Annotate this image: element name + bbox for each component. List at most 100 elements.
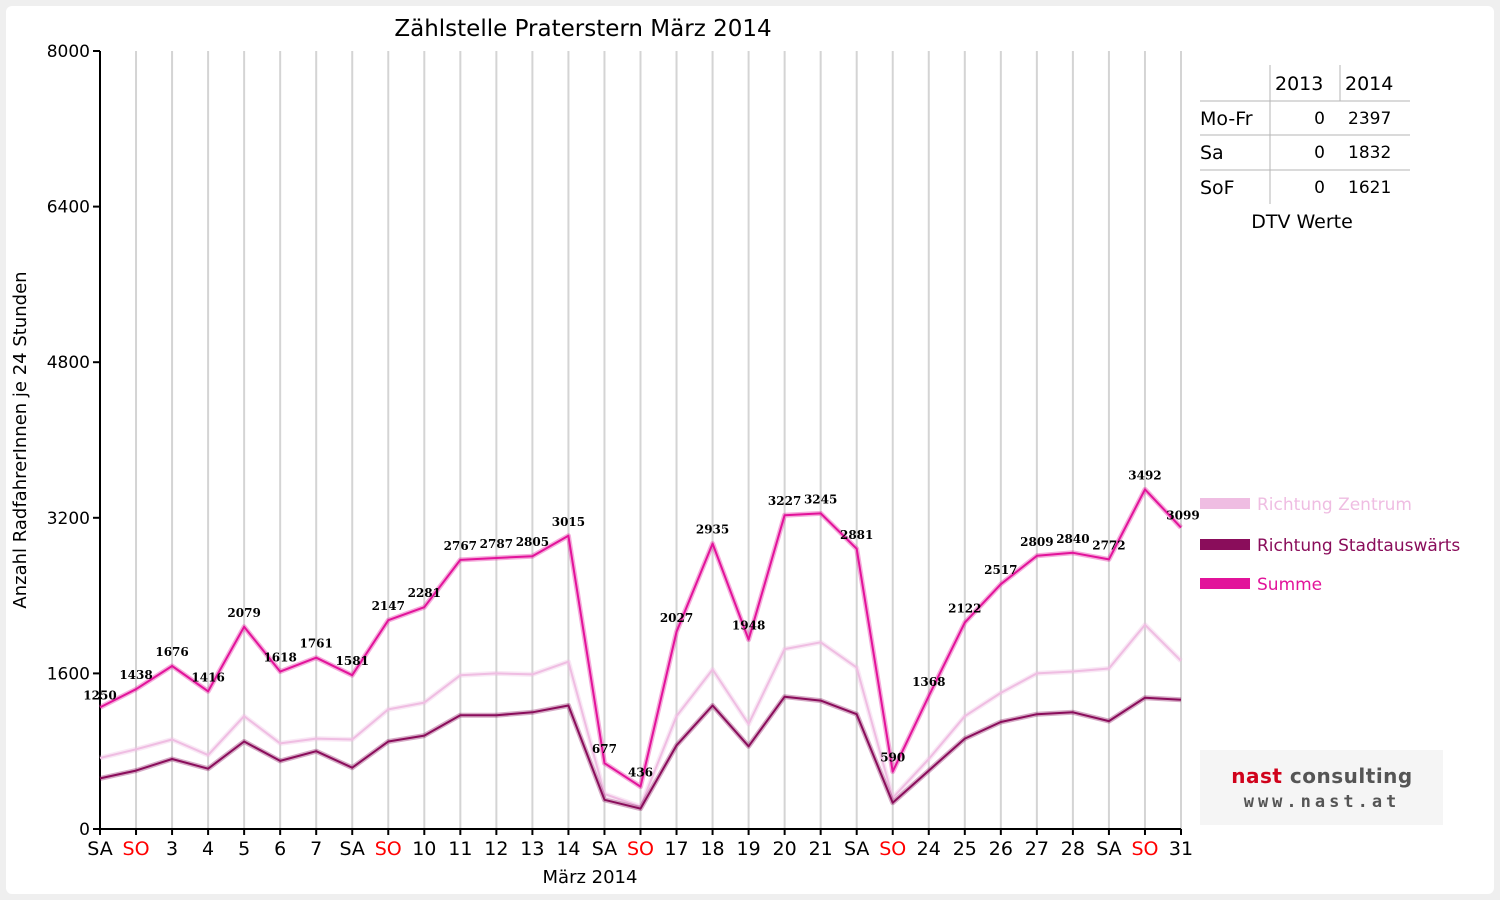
legend-swatch bbox=[1200, 578, 1250, 589]
x-tick-label: SA bbox=[844, 838, 869, 860]
data-label: 2935 bbox=[696, 523, 729, 537]
table-cell-2013: 0 bbox=[1314, 143, 1325, 163]
x-tick-label: 28 bbox=[1061, 838, 1085, 860]
data-label: 3099 bbox=[1166, 509, 1199, 523]
data-label: 2147 bbox=[372, 599, 405, 613]
table-row-label: SoF bbox=[1200, 177, 1235, 199]
x-tick-label: SA bbox=[87, 838, 112, 860]
data-label: 1618 bbox=[263, 651, 296, 665]
data-label: 2122 bbox=[948, 602, 981, 616]
x-tick-label: 25 bbox=[953, 838, 977, 860]
x-tick-label: 14 bbox=[556, 838, 580, 860]
chart-title: Zählstelle Praterstern März 2014 bbox=[394, 16, 771, 42]
y-tick-label: 4800 bbox=[47, 353, 90, 373]
axes: 0 1600 3200 4800 6400 8000 SA SO 3 4 5 6 7 SA SO 10 11 12… bbox=[47, 42, 1193, 860]
logo-wordmark: nast consulting bbox=[1212, 764, 1432, 788]
x-tick-label: SA bbox=[340, 838, 365, 860]
series-line-summe bbox=[99, 488, 1182, 788]
x-tick-label: SO bbox=[879, 838, 906, 860]
legend-swatch bbox=[1200, 498, 1250, 509]
x-tick-label: 21 bbox=[809, 838, 833, 860]
dtv-table: 2013 2014 Mo-Fr 0 2397 Sa 0 1832 SoF 0 1621 DTV Wer… bbox=[1200, 65, 1410, 233]
legend-label: Richtung Stadtauswärts bbox=[1257, 536, 1460, 556]
data-label: 590 bbox=[880, 751, 905, 765]
data-label: 2881 bbox=[840, 528, 873, 542]
data-label: 677 bbox=[592, 742, 617, 756]
data-label: 1948 bbox=[732, 619, 765, 633]
x-tick-label: 24 bbox=[917, 838, 941, 860]
data-label: 3492 bbox=[1128, 468, 1161, 482]
x-tick-label: 11 bbox=[448, 838, 472, 860]
table-cell-2014: 2397 bbox=[1348, 109, 1391, 129]
data-label: 2027 bbox=[660, 611, 693, 625]
data-label: 1416 bbox=[191, 670, 224, 684]
y-tick-label: 6400 bbox=[47, 198, 90, 218]
table-cell-2013: 0 bbox=[1314, 109, 1325, 129]
data-label: 436 bbox=[628, 766, 653, 780]
x-tick-label: SA bbox=[592, 838, 617, 860]
data-label: 3227 bbox=[768, 494, 801, 508]
legend-swatch bbox=[1200, 539, 1250, 550]
x-tick-label: 20 bbox=[773, 838, 797, 860]
data-label: 1676 bbox=[155, 645, 188, 659]
logo-brand-accent: nast bbox=[1231, 764, 1283, 788]
table-row-label: Sa bbox=[1200, 142, 1224, 164]
y-tick-label: 8000 bbox=[47, 42, 90, 62]
x-tick-label: 17 bbox=[664, 838, 688, 860]
data-label: 2840 bbox=[1056, 532, 1089, 546]
legend-label: Richtung Zentrum bbox=[1257, 495, 1412, 515]
x-tick-label: 26 bbox=[989, 838, 1013, 860]
data-label: 2079 bbox=[227, 606, 260, 620]
table-header: 2014 bbox=[1345, 73, 1393, 95]
x-tick-label: 31 bbox=[1169, 838, 1193, 860]
y-tick-label: 0 bbox=[79, 820, 90, 840]
data-label: 2517 bbox=[984, 563, 1017, 577]
data-label: 2772 bbox=[1092, 538, 1125, 552]
data-label: 2809 bbox=[1020, 535, 1053, 549]
x-tick-label: 10 bbox=[412, 838, 436, 860]
x-tick-label: 19 bbox=[737, 838, 761, 860]
x-tick-label: 3 bbox=[166, 838, 178, 860]
x-tick-label: 27 bbox=[1025, 838, 1049, 860]
data-label: 2787 bbox=[480, 537, 513, 551]
x-tick-label: 13 bbox=[520, 838, 544, 860]
x-axis-label: März 2014 bbox=[543, 867, 638, 888]
x-tick-label: 5 bbox=[238, 838, 250, 860]
x-tick-label: SO bbox=[1131, 838, 1158, 860]
x-tick-label: 18 bbox=[700, 838, 724, 860]
y-axis-label: Anzahl RadfahrerInnen je 24 Stunden bbox=[10, 271, 31, 608]
x-tick-label: SO bbox=[627, 838, 654, 860]
logo-url: www.nast.at bbox=[1243, 792, 1401, 812]
table-cell-2014: 1832 bbox=[1348, 143, 1391, 163]
x-tick-label: SO bbox=[123, 838, 150, 860]
x-tick-label: 4 bbox=[202, 838, 214, 860]
table-row-label: Mo-Fr bbox=[1200, 108, 1253, 130]
series-line-richtung-stadtausw-rts bbox=[99, 695, 1182, 810]
y-tick-label: 1600 bbox=[47, 664, 90, 684]
legend-label: Summe bbox=[1257, 575, 1322, 595]
data-label: 3015 bbox=[552, 515, 585, 529]
data-label: 2767 bbox=[444, 539, 477, 553]
data-label: 1250 bbox=[83, 688, 116, 702]
x-tick-label: SO bbox=[375, 838, 402, 860]
data-label: 2281 bbox=[408, 586, 441, 600]
table-cell-2014: 1621 bbox=[1348, 178, 1391, 198]
x-tick-label: SA bbox=[1096, 838, 1121, 860]
data-label: 3245 bbox=[804, 492, 837, 506]
table-caption: DTV Werte bbox=[1251, 211, 1353, 233]
data-label: 1581 bbox=[336, 654, 369, 668]
x-tick-label: 12 bbox=[484, 838, 508, 860]
series-lines bbox=[98, 486, 1183, 812]
table-cell-2013: 0 bbox=[1314, 178, 1325, 198]
data-label: 1438 bbox=[119, 668, 152, 682]
data-label: 1368 bbox=[912, 675, 945, 689]
x-tick-label: 6 bbox=[274, 838, 286, 860]
table-header: 2013 bbox=[1275, 73, 1323, 95]
data-label: 2805 bbox=[516, 535, 549, 549]
logo-brand-rest: consulting bbox=[1289, 764, 1413, 788]
data-label: 1761 bbox=[299, 637, 332, 651]
nast-consulting-logo: nast consulting www.nast.at bbox=[1200, 750, 1443, 825]
x-tick-label: 7 bbox=[310, 838, 322, 860]
